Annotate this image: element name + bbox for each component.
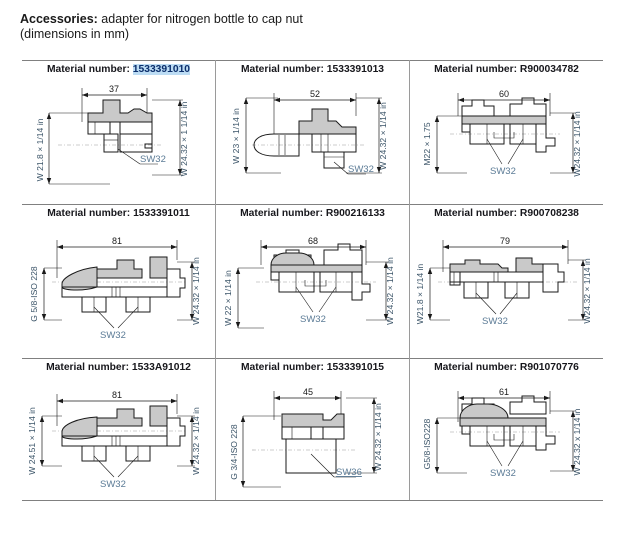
svg-text:45: 45 bbox=[303, 387, 313, 397]
svg-text:37: 37 bbox=[109, 84, 119, 94]
svg-text:61: 61 bbox=[499, 387, 509, 397]
svg-text:W 22 × 1/14 in: W 22 × 1/14 in bbox=[223, 270, 233, 326]
svg-text:68: 68 bbox=[308, 236, 318, 246]
svg-text:G 3/4-ISO 228: G 3/4-ISO 228 bbox=[229, 424, 239, 480]
svg-text:81: 81 bbox=[112, 390, 122, 400]
svg-text:SW32: SW32 bbox=[490, 468, 516, 479]
svg-text:SW32: SW32 bbox=[100, 479, 126, 490]
svg-text:SW32: SW32 bbox=[348, 164, 374, 175]
svg-text:SW36: SW36 bbox=[336, 467, 362, 478]
svg-text:W21.8 × 1/14 in: W21.8 × 1/14 in bbox=[415, 264, 425, 325]
svg-text:W 23 × 1/14 in: W 23 × 1/14 in bbox=[231, 108, 241, 164]
svg-text:W24.32 × 1/14 in: W24.32 × 1/14 in bbox=[582, 258, 592, 323]
svg-text:W 24.32 × 1/14 in: W 24.32 × 1/14 in bbox=[373, 403, 383, 471]
svg-text:W 24.32 × 1 1/14 in: W 24.32 × 1 1/14 in bbox=[179, 101, 189, 176]
svg-text:SW32: SW32 bbox=[300, 314, 326, 325]
svg-text:W 24.32 × 1/14 in: W 24.32 × 1/14 in bbox=[191, 407, 201, 475]
svg-text:SW32: SW32 bbox=[482, 316, 508, 327]
svg-text:G 5/8-ISO 228: G 5/8-ISO 228 bbox=[29, 266, 39, 322]
svg-text:M22 × 1.75: M22 × 1.75 bbox=[422, 122, 432, 165]
svg-text:SW32: SW32 bbox=[490, 166, 516, 177]
svg-text:SW32: SW32 bbox=[140, 154, 166, 165]
svg-text:W 21.8 × 1/14 in: W 21.8 × 1/14 in bbox=[35, 118, 45, 181]
svg-text:SW32: SW32 bbox=[100, 330, 126, 341]
svg-text:60: 60 bbox=[499, 89, 509, 99]
svg-text:81: 81 bbox=[112, 236, 122, 246]
svg-text:79: 79 bbox=[500, 236, 510, 246]
svg-text:W 24.51 × 1/14 in: W 24.51 × 1/14 in bbox=[27, 407, 37, 475]
svg-text:G5/8-ISO228: G5/8-ISO228 bbox=[422, 418, 432, 469]
svg-text:W 24.32 × 1/14 in: W 24.32 × 1/14 in bbox=[191, 257, 201, 325]
svg-text:W 24.32 x 1/14 in: W 24.32 x 1/14 in bbox=[572, 408, 582, 475]
svg-text:52: 52 bbox=[310, 89, 320, 99]
svg-text:W 24.32 × 1/14 in: W 24.32 × 1/14 in bbox=[385, 257, 395, 325]
svg-text:W24.32 × 1/14 in: W24.32 × 1/14 in bbox=[572, 111, 582, 176]
svg-text:W 24.32 × 1/14 in: W 24.32 × 1/14 in bbox=[378, 102, 388, 170]
